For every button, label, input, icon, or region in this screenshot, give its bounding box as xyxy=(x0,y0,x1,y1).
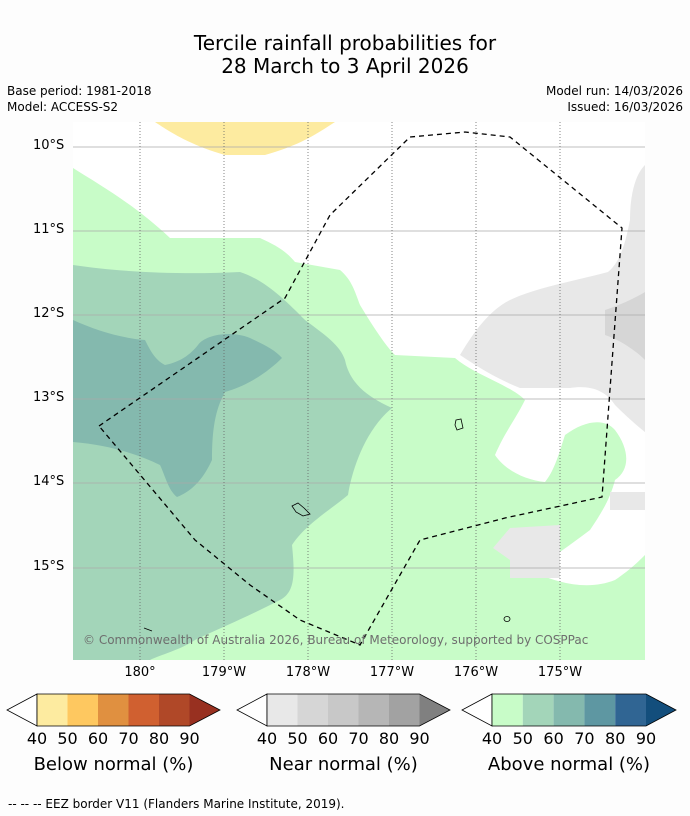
colorbar-near-tick: 90 xyxy=(409,729,430,748)
below-normal-region xyxy=(155,122,335,155)
lon-label: 177°W xyxy=(369,665,415,680)
colorbar-below-swatch xyxy=(189,694,220,726)
colorbar-above-swatch xyxy=(492,694,523,726)
lat-label: 14°S xyxy=(33,474,65,489)
colorbar-above-swatch xyxy=(646,694,676,726)
title-line-1: Tercile rainfall probabilities for xyxy=(193,31,497,55)
colorbar-above-swatch xyxy=(584,694,616,726)
island-outline xyxy=(143,627,153,632)
colorbar-above-tick: 40 xyxy=(481,729,503,748)
colorbar-above-tick: 70 xyxy=(574,729,595,748)
base-period: Base period: 1981-2018 xyxy=(7,84,152,98)
colorbar-above-swatch xyxy=(615,694,646,726)
lat-label: 13°S xyxy=(33,390,65,405)
colorbar-near-tick: 60 xyxy=(317,729,339,748)
colorbar-below-tick: 70 xyxy=(118,729,139,748)
colorbar-above-tick: 80 xyxy=(605,729,626,748)
lat-label: 15°S xyxy=(33,559,65,574)
colorbar-near-swatch xyxy=(419,694,450,726)
colorbar-near-tick: 40 xyxy=(256,729,278,748)
colorbar-near-swatch xyxy=(328,694,359,726)
colorbar-above-tick: 60 xyxy=(543,729,564,748)
lon-label: 175°W xyxy=(537,665,583,680)
colorbar-near-swatch xyxy=(297,694,328,726)
near-normal-region xyxy=(460,165,645,432)
colorbar-below-lower-arrow xyxy=(6,693,38,727)
near-normal-50-region xyxy=(605,292,645,360)
colorbar-near-lower-arrow xyxy=(236,693,268,727)
colorbar-above-label: Above normal (%) xyxy=(487,754,651,775)
colorbar-below-label: Below normal (%) xyxy=(33,754,194,775)
colorbar-below-swatch xyxy=(37,694,68,726)
island-outline xyxy=(291,502,311,517)
model-run: Model run: 14/03/2026 xyxy=(545,84,683,98)
colorbar-above xyxy=(461,693,677,727)
colorbar-above-swatch xyxy=(553,694,585,726)
colorbar-near xyxy=(236,693,451,727)
colorbar-near-tick: 80 xyxy=(378,729,400,748)
near-normal-patch-south xyxy=(493,525,560,578)
lon-label: 179°W xyxy=(201,665,247,680)
lat-label: 12°S xyxy=(33,306,65,321)
colorbar-above-swatch xyxy=(522,694,554,726)
colorbar-below-tick: 90 xyxy=(179,729,200,748)
colorbar-near-tick: 50 xyxy=(287,729,308,748)
title-line-2: 28 March to 3 April 2026 xyxy=(221,54,469,78)
colorbar-near-swatch xyxy=(267,694,298,726)
colorbar-below-tick: 60 xyxy=(87,729,109,748)
lat-label: 11°S xyxy=(33,222,65,237)
colorbar-near-label: Near normal (%) xyxy=(269,754,418,775)
island-outline xyxy=(454,418,464,431)
colorbar-near-swatch xyxy=(358,694,389,726)
colorbar-below-tick: 80 xyxy=(148,729,170,748)
lon-label: 180° xyxy=(124,665,156,680)
colorbar-above-tick: 90 xyxy=(635,729,657,748)
colorbar-below-swatch xyxy=(128,694,159,726)
colorbar-above-tick: 50 xyxy=(512,729,533,748)
colorbar-below-swatch xyxy=(67,694,98,726)
lon-label: 178°W xyxy=(285,665,331,680)
lat-label: 10°S xyxy=(33,138,65,153)
lon-label: 176°W xyxy=(453,665,499,680)
colorbar-near-swatch xyxy=(389,694,420,726)
graticule xyxy=(73,122,645,660)
above-normal-60-region xyxy=(73,320,282,497)
issued-date: Issued: 16/03/2026 xyxy=(567,100,683,114)
copyright-notice: © Commonwealth of Australia 2026, Bureau… xyxy=(83,633,589,647)
eez-legend: -- -- -- EEZ border V11 (Flanders Marine… xyxy=(8,797,345,811)
model-name: Model: ACCESS-S2 xyxy=(7,100,119,114)
colorbar-below-swatch xyxy=(98,694,129,726)
colorbar-below-tick: 40 xyxy=(26,729,48,748)
colorbar-near-tick: 70 xyxy=(348,729,369,748)
colorbar-below-tick: 50 xyxy=(57,729,78,748)
colorbar-above-lower-arrow xyxy=(461,693,493,727)
eez-border xyxy=(98,131,623,646)
colorbar-below xyxy=(6,693,221,727)
near-normal-patch-east xyxy=(610,492,645,510)
island-outline xyxy=(503,616,511,622)
colorbar-below-swatch xyxy=(159,694,190,726)
